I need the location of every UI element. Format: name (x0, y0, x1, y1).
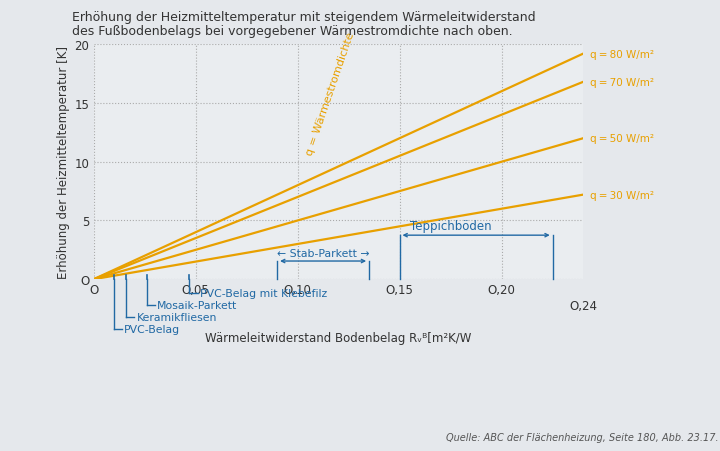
Text: Wärmeleitwiderstand Bodenbelag Rᵥᴮ[m²K/W: Wärmeleitwiderstand Bodenbelag Rᵥᴮ[m²K/W (205, 331, 472, 344)
Text: q = 80 W/m²: q = 80 W/m² (590, 50, 654, 60)
Text: Quelle: ABC der Flächenheizung, Seite 180, Abb. 23.17.: Quelle: ABC der Flächenheizung, Seite 18… (446, 432, 719, 442)
Text: q = 70 W/m²: q = 70 W/m² (590, 78, 654, 87)
Text: Keramikfliesen: Keramikfliesen (137, 312, 217, 322)
Text: Mosaik-Parkett: Mosaik-Parkett (157, 300, 237, 310)
Text: O,24: O,24 (570, 299, 597, 312)
Text: PVC-Belag: PVC-Belag (125, 324, 180, 334)
Text: ← Stab-Parkett →: ← Stab-Parkett → (277, 249, 369, 258)
Text: q = 50 W/m²: q = 50 W/m² (590, 134, 654, 144)
Text: q = Wärmestromdichte: q = Wärmestromdichte (305, 31, 356, 156)
Text: des Fußbodenbelags bei vorgegebener Wärmestromdichte nach oben.: des Fußbodenbelags bei vorgegebener Wärm… (72, 25, 513, 38)
Y-axis label: Erhöhung der Heizmitteltemperatur [K]: Erhöhung der Heizmitteltemperatur [K] (58, 46, 71, 279)
Text: Erhöhung der Heizmitteltemperatur mit steigendem Wärmeleitwiderstand: Erhöhung der Heizmitteltemperatur mit st… (72, 11, 536, 24)
Text: PVC-Belag mit Klebefilz: PVC-Belag mit Klebefilz (199, 289, 327, 299)
Text: q = 30 W/m²: q = 30 W/m² (590, 190, 654, 200)
Text: Teppichböden: Teppichböden (410, 220, 492, 233)
